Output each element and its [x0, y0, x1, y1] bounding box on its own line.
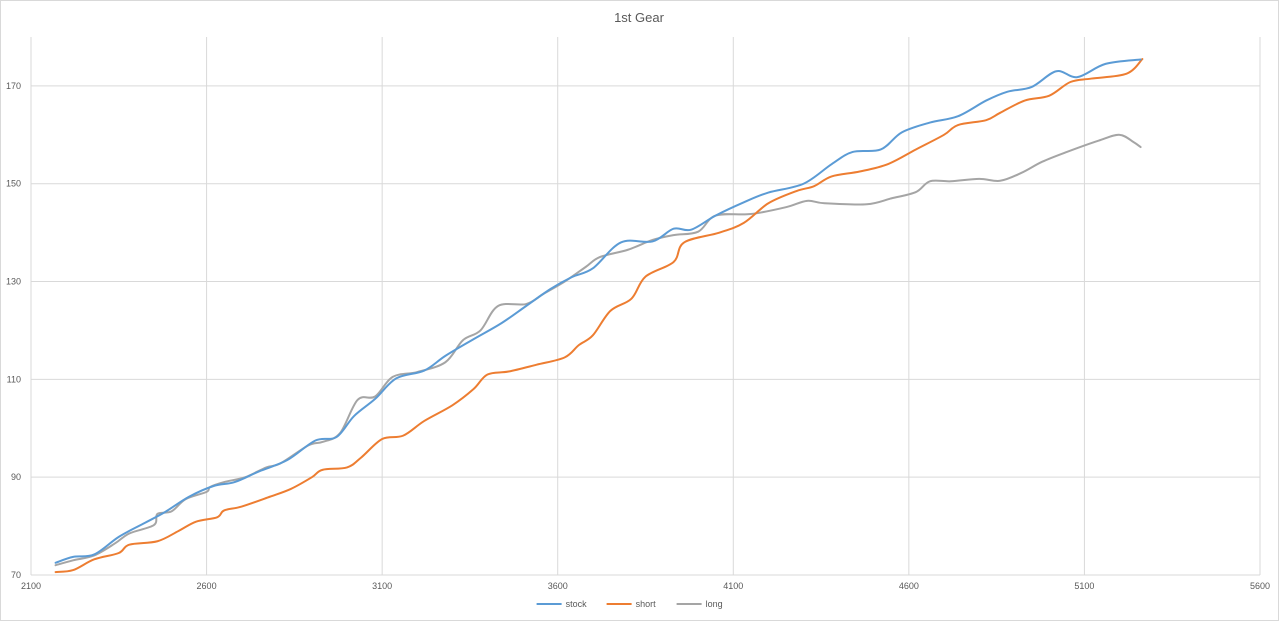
y-tick-label-170: 170 — [6, 81, 21, 91]
x-tick-label-3100: 3100 — [372, 581, 392, 591]
x-tick-label-4100: 4100 — [723, 581, 743, 591]
y-tick-label-150: 150 — [6, 179, 21, 189]
series-line-short — [54, 58, 1144, 574]
y-tick-label-70: 70 — [11, 570, 21, 580]
x-tick-label-2100: 2100 — [21, 581, 41, 591]
legend-label-long: long — [706, 599, 723, 609]
series-lines — [54, 58, 1144, 574]
x-tick-label-4600: 4600 — [899, 581, 919, 591]
y-tick-label-130: 130 — [6, 277, 21, 287]
grid — [30, 37, 1261, 576]
x-tick-label-2600: 2600 — [197, 581, 217, 591]
axis-labels: 2100 2600 3100 3600 4100 4600 5100 5600 70 90 110 1… — [6, 81, 1270, 591]
x-tick-label-5100: 5100 — [1074, 581, 1094, 591]
series-line-long — [54, 133, 1142, 567]
x-tick-label-3600: 3600 — [548, 581, 568, 591]
y-tick-label-90: 90 — [11, 472, 21, 482]
chart-title: 1st Gear — [614, 10, 665, 25]
series-line-stock — [54, 58, 1142, 564]
legend-label-short: short — [636, 599, 657, 609]
legend: stock short long — [536, 599, 723, 609]
y-tick-label-110: 110 — [7, 374, 21, 384]
legend-label-stock: stock — [566, 599, 588, 609]
x-tick-label-5600: 5600 — [1250, 581, 1270, 591]
